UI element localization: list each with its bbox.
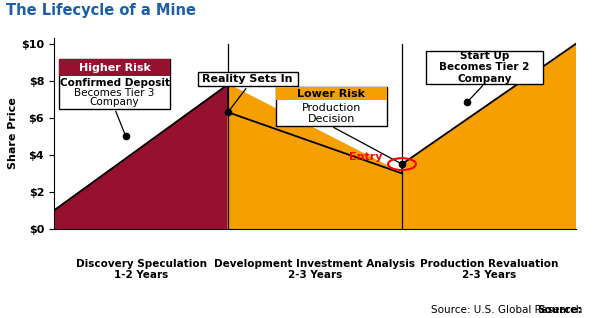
Text: Production: Production bbox=[302, 103, 361, 114]
Polygon shape bbox=[228, 85, 402, 173]
Text: Development Investment Analysis
2-3 Years: Development Investment Analysis 2-3 Year… bbox=[215, 259, 415, 280]
Y-axis label: Share Price: Share Price bbox=[8, 98, 19, 169]
Text: Discovery Speculation
1-2 Years: Discovery Speculation 1-2 Years bbox=[76, 259, 206, 280]
Bar bbox=[59, 59, 170, 76]
Text: Start Up
Becomes Tier 2
Company: Start Up Becomes Tier 2 Company bbox=[439, 51, 530, 84]
Text: Entry: Entry bbox=[349, 152, 382, 162]
Polygon shape bbox=[54, 85, 228, 229]
Bar bbox=[426, 51, 544, 84]
Text: Confirmed Deposit: Confirmed Deposit bbox=[59, 78, 170, 88]
Text: Lower Risk: Lower Risk bbox=[298, 89, 365, 99]
Text: Decision: Decision bbox=[308, 114, 355, 124]
Text: Company: Company bbox=[90, 97, 139, 107]
Bar bbox=[197, 73, 298, 86]
Text: Becomes Tier 3: Becomes Tier 3 bbox=[74, 87, 155, 98]
Text: Production Revaluation
2-3 Years: Production Revaluation 2-3 Years bbox=[420, 259, 558, 280]
Polygon shape bbox=[228, 112, 402, 229]
Bar bbox=[276, 87, 387, 126]
Text: The Lifecycle of a Mine: The Lifecycle of a Mine bbox=[6, 3, 196, 18]
Bar bbox=[276, 87, 387, 100]
Bar bbox=[59, 59, 170, 108]
Text: Source: U.S. Global Research: Source: U.S. Global Research bbox=[431, 305, 582, 315]
Text: Source:: Source: bbox=[537, 305, 582, 315]
Polygon shape bbox=[402, 44, 576, 229]
Text: Higher Risk: Higher Risk bbox=[79, 63, 151, 73]
Text: Reality Sets In: Reality Sets In bbox=[202, 74, 293, 84]
